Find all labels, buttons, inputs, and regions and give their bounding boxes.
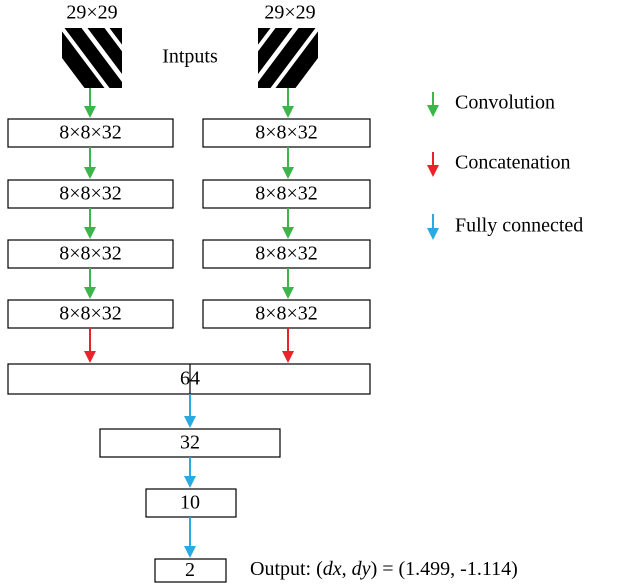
layer-label: 8×8×32 [255,183,318,205]
arrow-head [84,227,96,239]
output-part: , [342,558,352,580]
arrow-head [184,476,196,488]
layer-label: 8×8×32 [255,243,318,265]
arrow-head [427,165,439,177]
layer-label: 32 [180,432,200,454]
output-text: Output: (dx, dy) = (1.499, -1.114) [250,558,518,580]
output-part: dy [352,558,371,580]
layer-label: 8×8×32 [59,183,122,205]
arrow-head [184,546,196,558]
layer-label: 8×8×32 [255,303,318,325]
input-image [32,18,180,98]
arrow-head [282,227,294,239]
arrow-head [282,287,294,299]
layer-label: 10 [180,492,200,514]
input-image [200,18,348,98]
layer-label: 8×8×32 [255,122,318,144]
arrow-head [282,167,294,179]
arrow-head [282,106,294,118]
layer-label: 2 [185,559,195,581]
arrow-head [282,351,294,363]
legend-label: Convolution [455,92,555,114]
layer-label: 8×8×32 [59,303,122,325]
layer-label: 8×8×32 [59,122,122,144]
arrow-head [427,105,439,117]
arrow-head [84,351,96,363]
input-size: 29×29 [264,2,315,24]
arrow-head [84,106,96,118]
output-part: ) = (1.499, -1.114) [371,558,518,580]
legend-label: Concatenation [455,152,571,174]
input-size: 29×29 [66,2,117,24]
inputs-label: Intputs [162,46,218,68]
output-part: dx [323,558,342,580]
arrow-head [184,416,196,428]
output-part: Output: ( [250,558,323,580]
arrow-head [84,167,96,179]
layer-label: 8×8×32 [59,243,122,265]
diagram: 29×29 29×29 Intputs Convolution Concaten… [0,0,624,586]
legend-label: Fully connected [455,215,583,237]
arrow-head [84,287,96,299]
arrow-head [427,228,439,240]
